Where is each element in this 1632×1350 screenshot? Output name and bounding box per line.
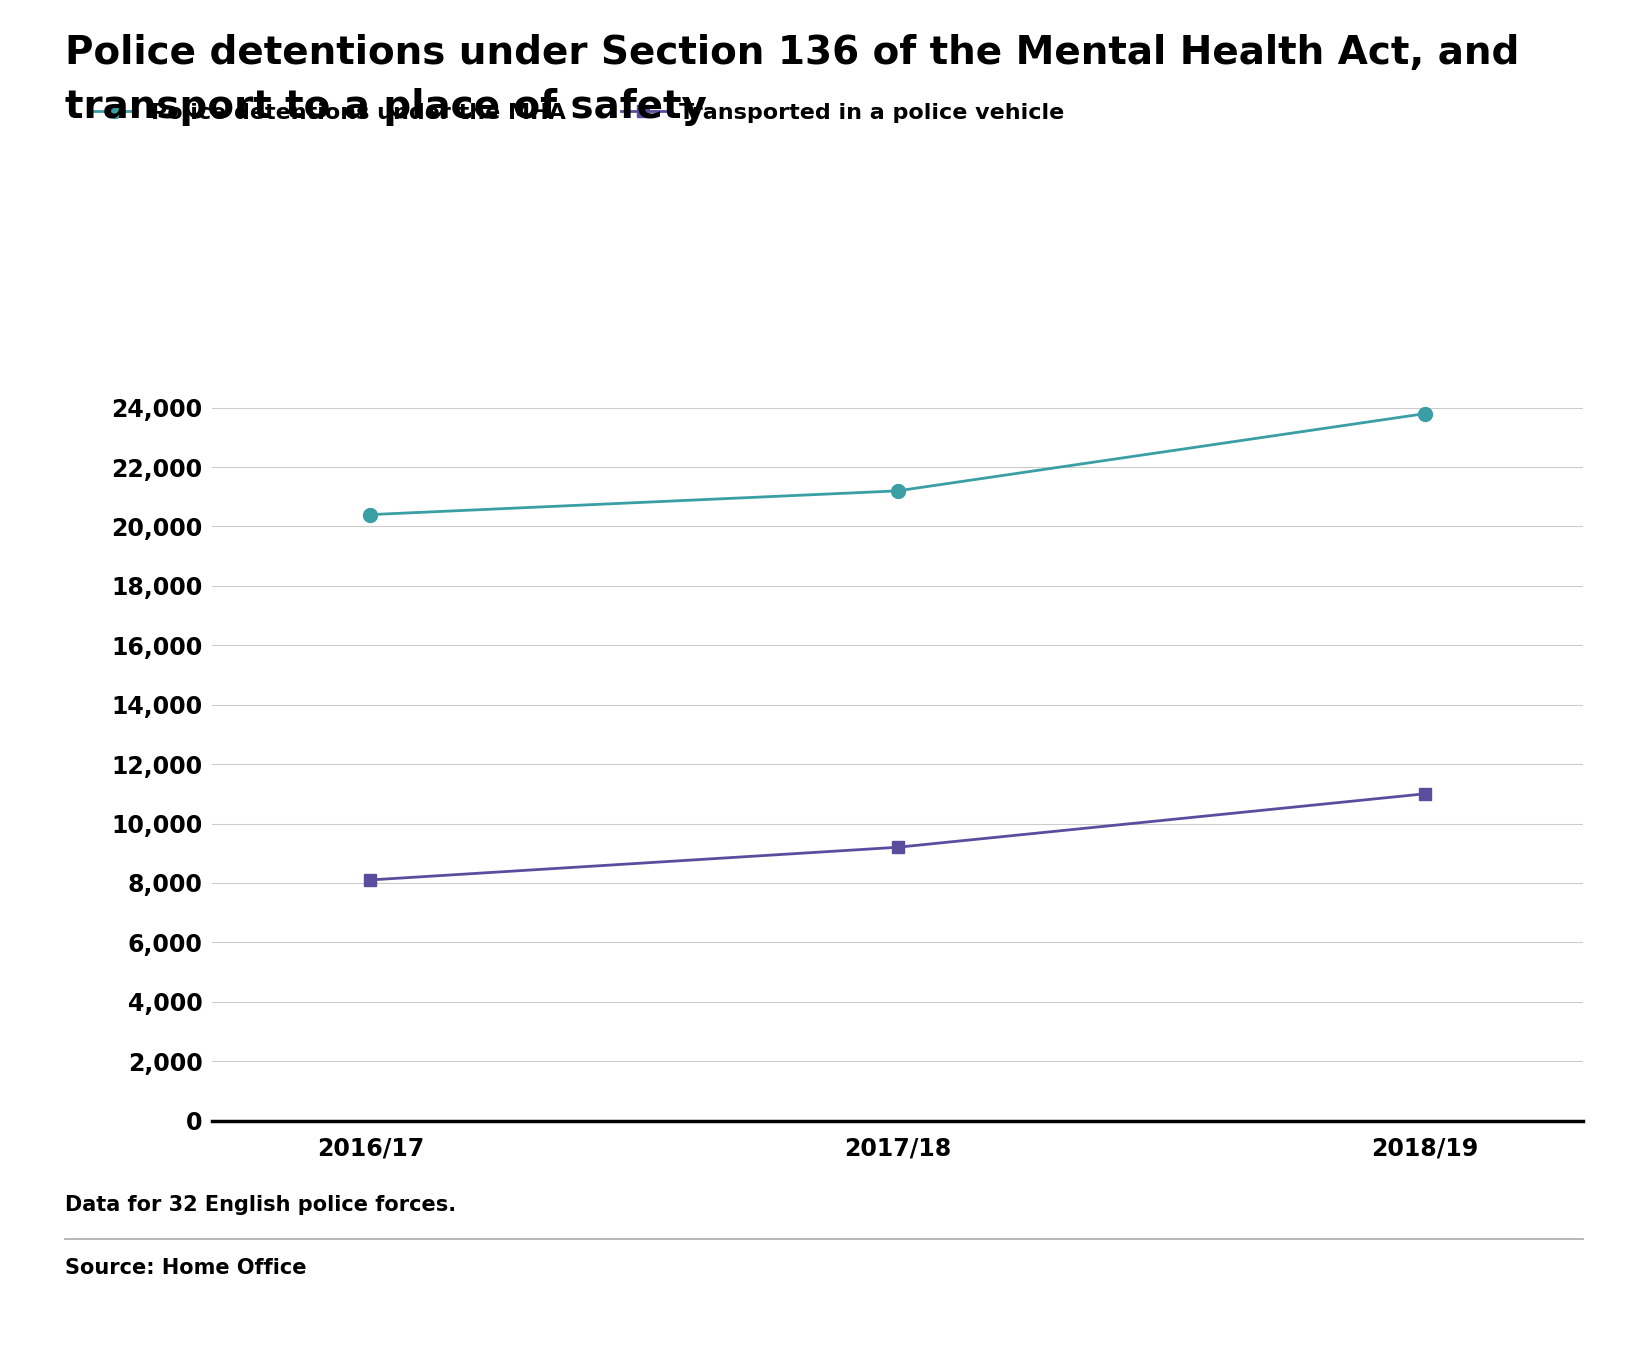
Text: Police detentions under Section 136 of the Mental Health Act, and: Police detentions under Section 136 of t… — [65, 34, 1519, 72]
Text: Data for 32 English police forces.: Data for 32 English police forces. — [65, 1195, 457, 1215]
Legend: Police detentions under the MHA, Transported in a police vehicle: Police detentions under the MHA, Transpo… — [93, 103, 1064, 123]
Text: transport to a place of safety: transport to a place of safety — [65, 88, 707, 126]
Text: C: C — [1630, 1288, 1632, 1307]
Text: B: B — [1590, 1288, 1603, 1307]
Text: B: B — [1549, 1288, 1562, 1307]
Text: Source: Home Office: Source: Home Office — [65, 1258, 307, 1278]
